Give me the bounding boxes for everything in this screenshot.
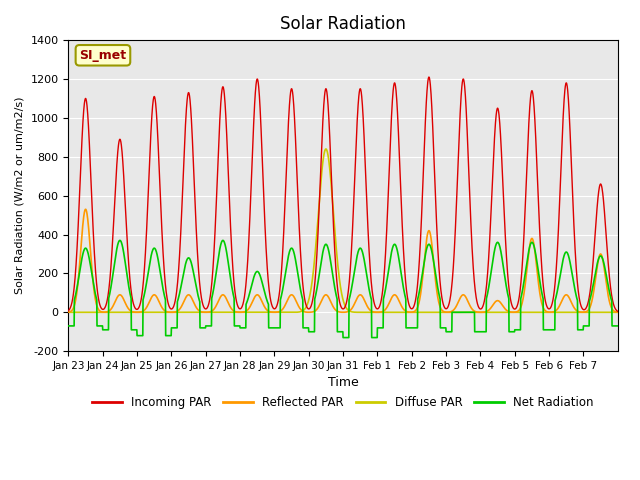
Y-axis label: Solar Radiation (W/m2 or um/m2/s): Solar Radiation (W/m2 or um/m2/s) xyxy=(15,97,25,294)
Legend: Incoming PAR, Reflected PAR, Diffuse PAR, Net Radiation: Incoming PAR, Reflected PAR, Diffuse PAR… xyxy=(88,391,598,414)
X-axis label: Time: Time xyxy=(328,376,358,389)
Title: Solar Radiation: Solar Radiation xyxy=(280,15,406,33)
Text: SI_met: SI_met xyxy=(79,49,127,62)
